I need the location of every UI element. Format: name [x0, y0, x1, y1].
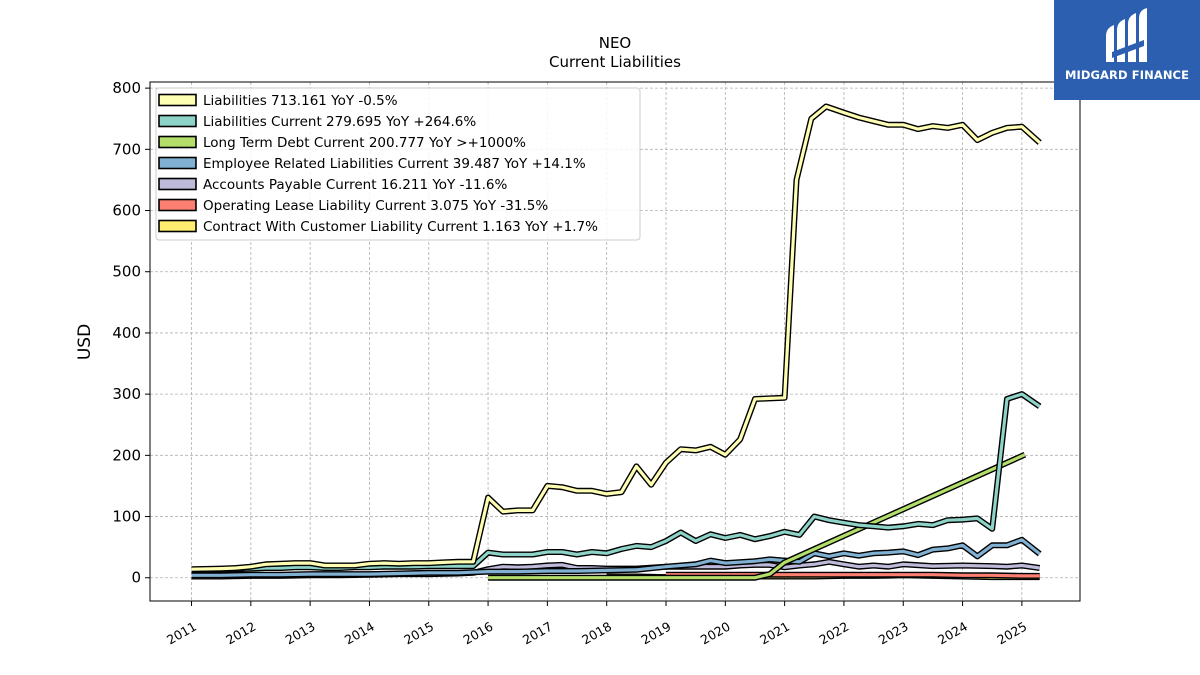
series-3 — [191, 536, 1042, 579]
series-2 — [488, 451, 1027, 581]
legend-swatch — [158, 219, 197, 233]
series-line — [191, 104, 1041, 571]
series-lines — [191, 103, 1042, 581]
y-tick-label: 500 — [112, 263, 141, 281]
legend-swatch — [158, 135, 197, 149]
series-1 — [191, 391, 1042, 574]
legend-swatch — [158, 156, 197, 170]
chart-subtitle: Current Liabilities — [549, 53, 681, 71]
legend-label: Accounts Payable Current 16.211 YoY -11.… — [203, 177, 508, 193]
x-tick-label: 2012 — [223, 619, 258, 648]
legend-swatch — [158, 198, 197, 212]
y-axis-label: USD — [75, 324, 95, 360]
x-axis: 2011 2012 2013 2014 2015 2016 2017 2018 2019 2020… — [164, 601, 1029, 648]
x-tick-label: 2013 — [283, 619, 318, 648]
legend-label: Long Term Debt Current 200.777 YoY >+100… — [203, 135, 526, 151]
x-tick-label: 2015 — [401, 619, 436, 648]
legend-label: Operating Lease Liability Current 3.075 … — [203, 198, 548, 214]
legend-label: Liabilities 713.161 YoY -0.5% — [203, 93, 398, 109]
x-tick-label: 2018 — [579, 619, 614, 648]
legend-label: Contract With Customer Liability Current… — [203, 219, 598, 235]
series-line — [191, 538, 1041, 577]
y-tick-label: 300 — [112, 385, 141, 403]
x-tick-label: 2023 — [876, 619, 911, 648]
legend-swatch — [158, 93, 197, 107]
x-tick-label: 2019 — [638, 619, 673, 648]
series-line — [488, 453, 1026, 580]
legend-swatch — [158, 177, 197, 191]
midgard-logo-icon — [1106, 8, 1147, 62]
y-tick-label: 600 — [112, 202, 141, 220]
x-tick-label: 2014 — [342, 619, 377, 648]
x-tick-label: 2016 — [461, 619, 496, 648]
y-tick-label: 200 — [112, 446, 141, 464]
y-tick-label: 0 — [131, 569, 141, 587]
legend: Liabilities 713.161 YoY -0.5% Liabilities… — [155, 87, 641, 241]
logo-text: MIDGARD FINANCE — [1064, 68, 1190, 82]
legend-label: Liabilities Current 279.695 YoY +264.6% — [203, 114, 476, 130]
x-tick-label: 2022 — [816, 619, 851, 648]
series-line — [191, 392, 1041, 572]
y-tick-label: 100 — [112, 508, 141, 526]
series-0 — [191, 103, 1042, 573]
x-tick-label: 2017 — [520, 619, 555, 648]
x-tick-label: 2024 — [935, 619, 970, 648]
series-outline — [191, 391, 1042, 574]
y-axis: 0 100 200 300 400 500 600 700 800 — [112, 79, 150, 587]
y-tick-label: 800 — [112, 79, 141, 97]
midgard-finance-logo: MIDGARD FINANCE — [1054, 0, 1200, 100]
x-tick-label: 2020 — [698, 619, 733, 648]
legend-label: Employee Related Liabilities Current 39.… — [203, 156, 586, 172]
x-tick-label: 2011 — [164, 619, 199, 648]
legend-swatch — [158, 114, 197, 128]
chart-title: NEO — [599, 34, 632, 52]
legend-box — [155, 87, 641, 241]
x-tick-label: 2021 — [757, 619, 792, 648]
y-tick-label: 700 — [112, 140, 141, 158]
plot-frame — [149, 81, 1081, 602]
y-tick-label: 400 — [112, 324, 141, 342]
x-tick-label: 2025 — [994, 619, 1029, 648]
